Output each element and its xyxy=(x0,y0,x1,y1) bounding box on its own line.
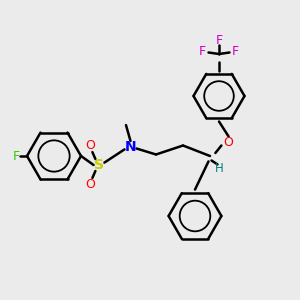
Text: H: H xyxy=(214,161,224,175)
Text: F: F xyxy=(232,44,239,58)
Text: O: O xyxy=(85,178,95,191)
Text: F: F xyxy=(13,149,20,163)
Text: F: F xyxy=(199,44,206,58)
Text: F: F xyxy=(215,34,223,47)
Text: S: S xyxy=(94,158,104,172)
Text: N: N xyxy=(125,140,136,154)
Text: O: O xyxy=(85,139,95,152)
Text: O: O xyxy=(223,136,233,149)
